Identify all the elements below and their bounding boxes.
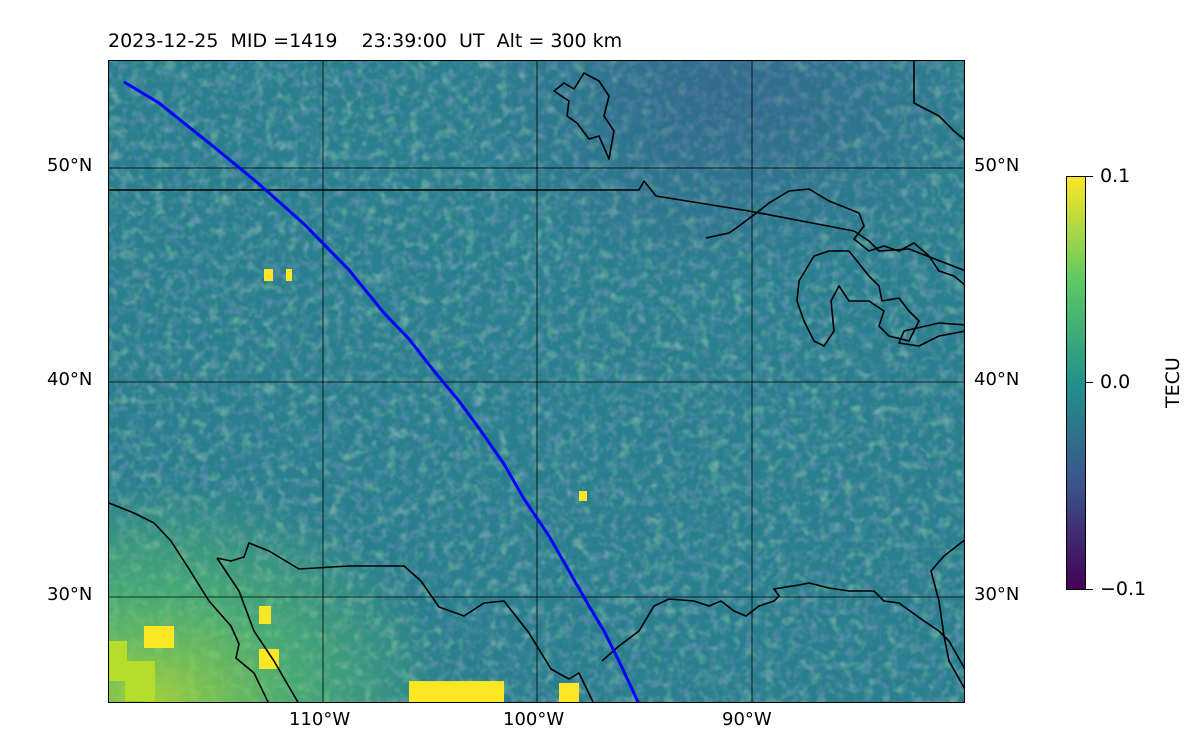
colorbar-tick-min xyxy=(1086,589,1093,591)
plot-title: 2023-12-25 MID =1419 23:39:00 UT Alt = 3… xyxy=(108,30,623,52)
colorbar-tick-mid xyxy=(1086,382,1093,384)
colorbar-mid-label: 0.0 xyxy=(1100,371,1131,393)
colorbar-tick-max xyxy=(1086,176,1093,178)
graticule xyxy=(109,61,964,702)
coastlines xyxy=(109,61,964,702)
satellite-track xyxy=(123,80,640,702)
map-canvas xyxy=(109,61,964,702)
colorbar xyxy=(1066,176,1086,590)
lat-tick-left-40: 40°N xyxy=(47,369,93,390)
lat-tick-right-50: 50°N xyxy=(974,155,1020,176)
high-tec-patches xyxy=(109,269,587,702)
lat-tick-right-40: 40°N xyxy=(974,369,1020,390)
lon-tick-110w: 110°W xyxy=(289,709,351,730)
colorbar-max-label: 0.1 xyxy=(1100,165,1131,187)
lat-tick-right-30: 30°N xyxy=(974,584,1020,605)
colorbar-min-label: −0.1 xyxy=(1100,578,1147,600)
tec-map xyxy=(108,60,965,703)
lat-tick-left-50: 50°N xyxy=(47,155,93,176)
lon-tick-90w: 90°W xyxy=(722,709,772,730)
lat-tick-left-30: 30°N xyxy=(47,584,93,605)
lon-tick-100w: 100°W xyxy=(503,709,565,730)
colorbar-title: TECU xyxy=(1162,357,1184,408)
